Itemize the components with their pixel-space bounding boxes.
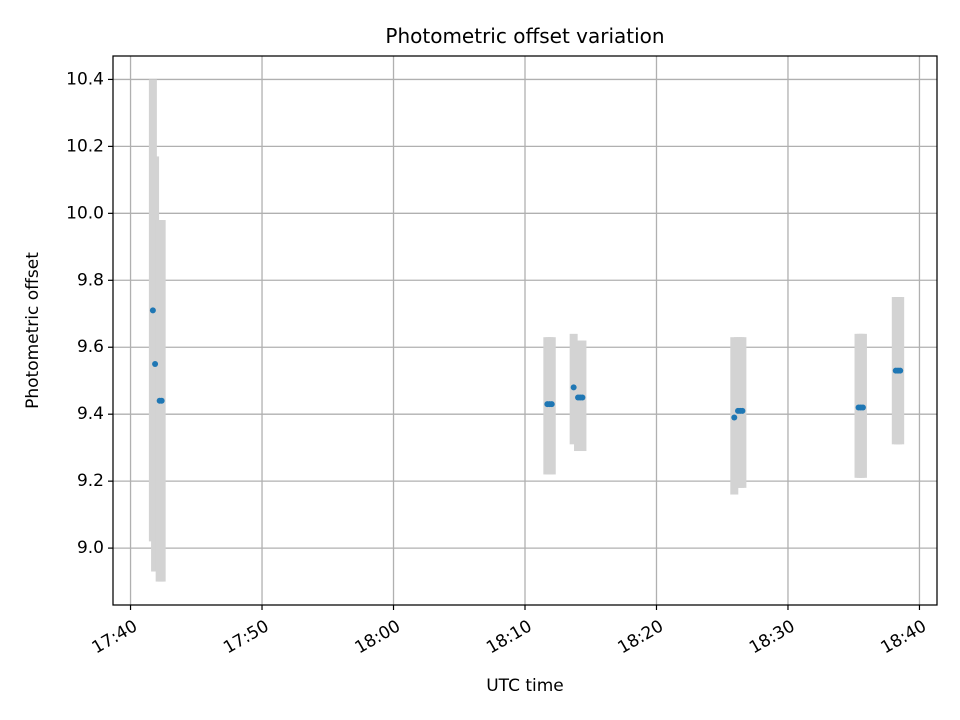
grid bbox=[113, 56, 937, 605]
y-tick-label: 9.2 bbox=[77, 471, 104, 491]
y-tick-label: 9.6 bbox=[77, 337, 104, 357]
x-axis-label: UTC time bbox=[486, 676, 564, 696]
data-point bbox=[158, 397, 165, 404]
y-tick-label: 10.0 bbox=[66, 203, 104, 223]
data-point bbox=[152, 360, 159, 367]
data-point bbox=[579, 394, 586, 401]
y-tick-label: 10.4 bbox=[66, 69, 104, 89]
data-point bbox=[570, 384, 577, 391]
y-axis-label: Photometric offset bbox=[23, 252, 43, 409]
data-point bbox=[859, 404, 866, 411]
y-tick-label: 9.0 bbox=[77, 538, 104, 558]
data-point bbox=[897, 367, 904, 374]
data-point bbox=[548, 401, 555, 408]
y-tick-label: 10.2 bbox=[66, 136, 104, 156]
y-tick-label: 9.8 bbox=[77, 270, 104, 290]
data-point bbox=[731, 414, 738, 421]
chart-title: Photometric offset variation bbox=[385, 24, 664, 48]
data-point bbox=[149, 307, 156, 314]
data-points bbox=[149, 307, 904, 421]
y-tick-label: 9.4 bbox=[77, 404, 104, 424]
data-point bbox=[739, 407, 746, 414]
